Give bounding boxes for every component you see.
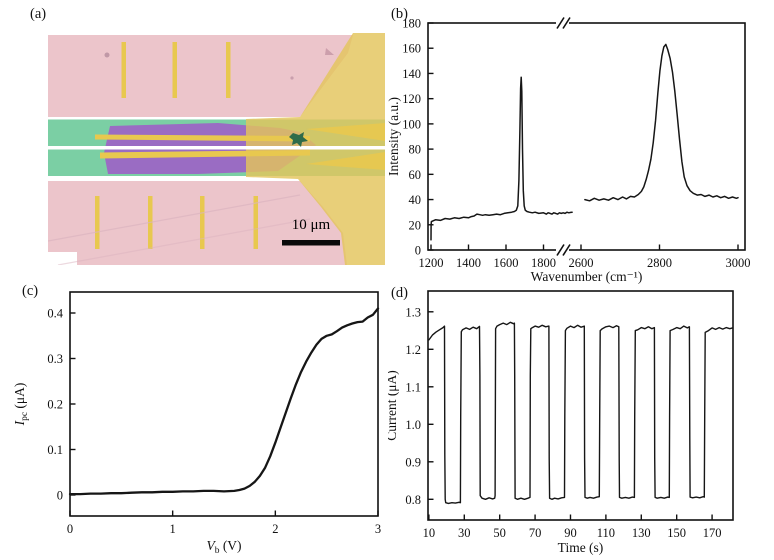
tick-label: 2800 xyxy=(647,256,672,270)
scale-bar-label: 10 μm xyxy=(291,217,331,233)
tick-label: 140 xyxy=(402,67,421,81)
axis-label: Ipc (μA) xyxy=(12,383,30,427)
series-on-off-photoswitching xyxy=(428,321,734,505)
panel-c-label: (c) xyxy=(22,283,39,299)
tick-label: 1.0 xyxy=(405,418,421,432)
tick-label: 0.2 xyxy=(47,398,63,412)
region-pad-wedge-upper xyxy=(306,123,385,141)
tick-label: 1600 xyxy=(494,256,519,270)
electrode-bar-bottom xyxy=(200,196,205,249)
tick-label: 1800 xyxy=(531,256,556,270)
substrate-blemish xyxy=(104,52,110,58)
axis-label: Current (μA) xyxy=(388,370,399,441)
tick-label: 3 xyxy=(375,522,381,536)
tick-label: 50 xyxy=(493,526,506,540)
tick-label: 120 xyxy=(402,92,421,106)
time-trace-chart: 10 30 50 70 90 110 130 150 170 0.8 0.9 1.0 1.1 1.2 1.3… xyxy=(388,290,734,555)
series-raman-segment-1 xyxy=(430,76,573,241)
substrate-streak xyxy=(57,218,311,265)
tick-label: 1.3 xyxy=(405,305,421,319)
device-micrograph xyxy=(48,33,385,265)
tick-label: 3000 xyxy=(726,256,751,270)
panel-a-label: (a) xyxy=(30,6,47,22)
tick-label: 1200 xyxy=(419,256,444,270)
electrode-bar-bottom xyxy=(253,196,258,249)
tick-label: 90 xyxy=(564,526,577,540)
tick-label: 180 xyxy=(402,17,421,31)
plot-frame xyxy=(427,290,734,521)
region-bottom-substrate xyxy=(48,181,347,265)
tick-label: 2 xyxy=(272,522,278,536)
scale-bar xyxy=(282,240,340,246)
tick-label: 0.3 xyxy=(47,352,63,366)
axis-label: Wavenumber (cm⁻¹) xyxy=(531,269,643,284)
tick-label: 1 xyxy=(170,522,176,536)
tick-label: 0 xyxy=(57,489,63,503)
tick-label: 30 xyxy=(458,526,471,540)
axis-break-gap xyxy=(556,245,569,255)
substrate-streak xyxy=(48,194,301,242)
tick-label: 1400 xyxy=(456,256,481,270)
electrode-bar-top xyxy=(172,42,177,98)
electrode-bar-top xyxy=(121,42,126,98)
tick-label: 150 xyxy=(667,526,686,540)
tick-label: 0.4 xyxy=(47,307,63,321)
tick-label: 110 xyxy=(597,526,615,540)
tick-label: 20 xyxy=(409,218,422,232)
tick-label: 60 xyxy=(409,168,422,182)
electrode-finger-top xyxy=(95,134,310,142)
region-top-substrate xyxy=(48,35,353,117)
flake-particle xyxy=(289,132,308,147)
raman-spectrum-chart: 1200 1400 1600 1800 2600 2800 3000 0 20 40 60 80 100… xyxy=(388,17,751,284)
photocurrent-voltage-chart: 0 1 2 3 0 0.1 0.2 0.3 0.4 Vb (V) Ipc (μA) xyxy=(12,291,381,556)
tick-label: 0.1 xyxy=(47,443,63,457)
axis-break-slash xyxy=(556,17,565,29)
tick-label: 2600 xyxy=(569,256,594,270)
axis-label: Vb (V) xyxy=(206,538,241,556)
axis-break-slash xyxy=(562,17,571,29)
region-center-gap-line xyxy=(48,146,385,150)
axis-label: Time (s) xyxy=(558,540,604,555)
electrode-bar-top xyxy=(226,42,231,98)
tick-label: 10 xyxy=(423,526,436,540)
tick-label: 1.1 xyxy=(405,380,421,394)
series-photocurrent-vs-bias xyxy=(68,307,380,496)
tick-label: 0 xyxy=(67,522,73,536)
axis-label: Intensity (a.u.) xyxy=(388,97,401,176)
substrate-blemish xyxy=(325,48,334,55)
tick-label: 1.2 xyxy=(405,343,421,357)
tick-label: 70 xyxy=(529,526,542,540)
plot-frame xyxy=(69,291,379,517)
electrode-finger-bottom xyxy=(100,150,310,159)
panel-d-label: (d) xyxy=(391,285,408,301)
tick-label: 170 xyxy=(703,526,722,540)
axis-break-slash xyxy=(562,244,571,256)
tick-label: 160 xyxy=(402,42,421,56)
tick-label: 40 xyxy=(409,193,422,207)
plot-frame xyxy=(427,22,746,251)
region-pad-wedge-lower xyxy=(306,152,385,170)
panel-b-label: (b) xyxy=(391,6,408,22)
axis-break-slash xyxy=(556,244,565,256)
tick-label: 130 xyxy=(632,526,651,540)
electrode-bar-bottom xyxy=(95,196,100,249)
tick-label: 0 xyxy=(415,244,421,258)
tick-label: 80 xyxy=(409,143,422,157)
tick-label: 0.8 xyxy=(405,493,421,507)
substrate-blemish xyxy=(290,76,294,80)
tick-label: 0.9 xyxy=(405,455,421,469)
tick-label: 100 xyxy=(402,117,421,131)
series-raman-segment-2 xyxy=(584,43,739,202)
axis-break-gap xyxy=(556,18,569,28)
